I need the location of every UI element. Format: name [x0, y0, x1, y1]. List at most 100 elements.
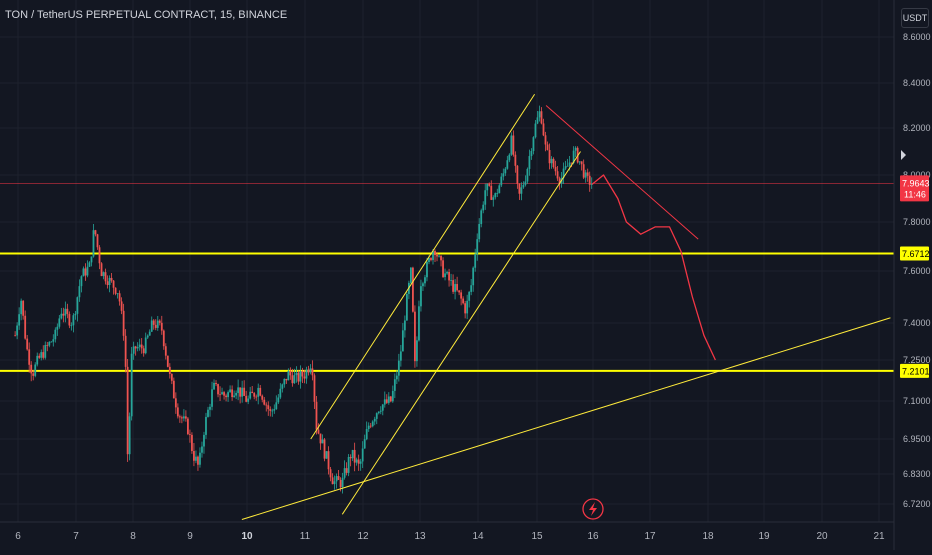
- candle-body: [106, 281, 109, 286]
- candle-body: [94, 230, 97, 235]
- candle-body: [158, 320, 161, 323]
- x-tick-label: 11: [300, 531, 311, 542]
- x-tick-label: 18: [702, 531, 714, 542]
- candle-body: [223, 392, 225, 396]
- candle-body: [426, 262, 428, 278]
- candle-body: [500, 176, 503, 186]
- candle-body: [339, 479, 342, 488]
- candle-body: [203, 434, 205, 447]
- candle-body: [422, 283, 424, 287]
- candle-body: [100, 263, 103, 277]
- candle-body: [132, 346, 135, 354]
- candle-body: [363, 439, 366, 449]
- candle-body: [414, 311, 416, 362]
- lightning-icon[interactable]: [582, 498, 604, 520]
- x-tick-label: 12: [357, 531, 369, 542]
- candle-body: [530, 151, 533, 157]
- candle-body: [468, 291, 471, 301]
- candle-body: [269, 409, 272, 411]
- candle-body: [518, 183, 521, 194]
- candle-body: [331, 477, 334, 485]
- y-tick-label: 8.0000: [903, 170, 931, 180]
- y-tick-label: 6.7200: [903, 499, 931, 509]
- candle-body: [50, 341, 53, 343]
- candle-body: [267, 405, 270, 410]
- candle-body: [496, 193, 499, 194]
- candle-body: [96, 234, 99, 248]
- candle-body: [235, 392, 238, 396]
- candle-body: [130, 353, 133, 417]
- candle-body: [381, 404, 384, 411]
- y-tick-label: 8.2000: [903, 123, 931, 133]
- candle-body: [263, 399, 266, 405]
- candle-body: [110, 277, 113, 281]
- level-price-tag: [900, 246, 929, 261]
- candle-body: [197, 456, 199, 465]
- candle-body: [257, 387, 260, 397]
- candle-body: [64, 308, 67, 316]
- candle-body: [233, 395, 236, 398]
- candle-body: [590, 184, 593, 185]
- y-tick-label: 7.6000: [903, 266, 931, 276]
- price-axis[interactable]: 8.6000 8.4000 8.2000 8.0000 7.8000 7.6000 7.40…: [893, 0, 932, 550]
- trend-lines: [241, 93, 891, 520]
- candle-body: [265, 404, 268, 406]
- candle-body: [215, 382, 217, 385]
- candle-body: [327, 451, 330, 470]
- candle-body: [174, 398, 177, 408]
- candle-body: [506, 160, 509, 169]
- candle-body: [74, 313, 77, 316]
- candle-body: [122, 310, 125, 336]
- candle-body: [544, 135, 547, 145]
- candle-body: [391, 390, 394, 402]
- candle-body: [34, 364, 37, 376]
- candle-body: [313, 375, 316, 402]
- candle-body: [297, 372, 300, 382]
- candle-body: [221, 392, 223, 395]
- candle-body: [90, 256, 93, 263]
- candle-body: [205, 416, 207, 435]
- candle-body: [582, 164, 585, 178]
- candle-body: [369, 425, 372, 427]
- trend-line: [241, 317, 891, 520]
- candle-body: [357, 459, 360, 464]
- level-price-label: 7.2101: [902, 366, 930, 376]
- candle-body: [488, 183, 491, 186]
- candle-body: [510, 135, 513, 155]
- candle-body: [574, 147, 577, 151]
- candle-body: [458, 290, 461, 293]
- candle-body: [428, 257, 430, 263]
- candle-body: [367, 425, 370, 430]
- candle-body: [199, 452, 201, 465]
- candle-body: [28, 349, 31, 365]
- candle-body: [72, 315, 75, 326]
- candle-body: [552, 158, 555, 168]
- candle-body: [442, 260, 444, 278]
- candle-body: [281, 384, 284, 389]
- candle-body: [492, 197, 495, 200]
- candle-body: [446, 272, 448, 274]
- candle-body: [554, 167, 557, 172]
- candle-body: [76, 297, 79, 314]
- candle-body: [321, 439, 324, 444]
- projection-path: [591, 174, 716, 361]
- candle-body: [146, 335, 149, 338]
- candle-body: [176, 407, 179, 417]
- candle-body: [118, 293, 121, 302]
- candle-body: [160, 322, 163, 331]
- time-axis[interactable]: 6 7 8 9 10 11 12 13 14 15 16 17 18 19 20 21: [0, 521, 894, 542]
- candle-body: [154, 324, 157, 328]
- candle-body: [104, 272, 107, 282]
- candle-body: [92, 230, 95, 257]
- current-price-tag: [900, 175, 929, 202]
- candle-body: [52, 339, 55, 342]
- currency-unit-button[interactable]: USDT: [901, 8, 929, 28]
- candle-body: [42, 352, 45, 358]
- trend-line: [545, 105, 699, 240]
- x-tick-label: 13: [414, 531, 426, 542]
- candle-body: [490, 185, 493, 200]
- candle-body: [225, 395, 227, 398]
- candle-body: [287, 370, 290, 381]
